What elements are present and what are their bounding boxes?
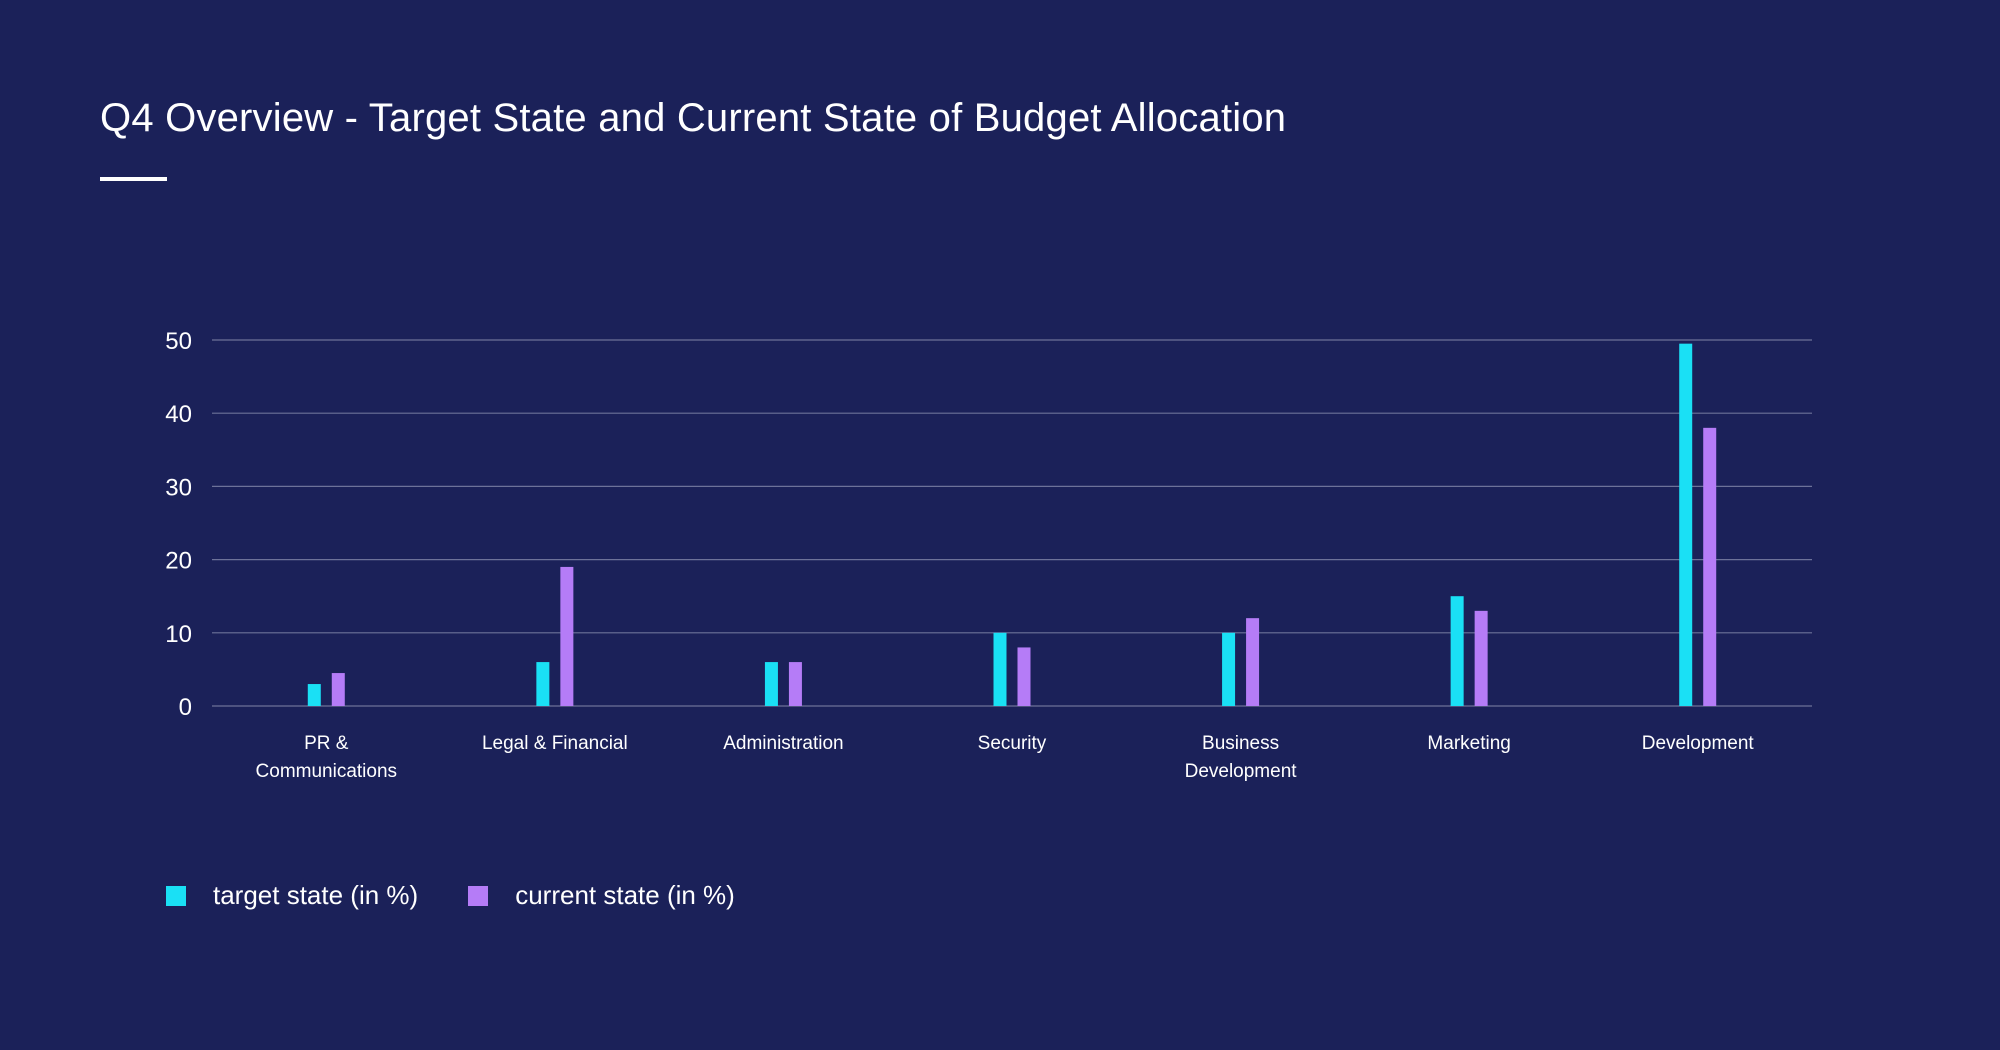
bar-target-5 — [1450, 596, 1464, 706]
y-tick-label-30: 30 — [165, 474, 192, 501]
bar-current-4 — [1246, 618, 1260, 706]
legend-swatch-current — [468, 885, 489, 906]
y-tick-label-20: 20 — [165, 548, 192, 575]
x-tick-label-3-0: Security — [978, 733, 1047, 754]
x-tick-label-5-0: Marketing — [1427, 733, 1510, 754]
title-underline — [100, 177, 167, 181]
legend: target state (in %) current state (in %) — [166, 880, 785, 911]
bar-current-2 — [788, 662, 802, 706]
bar-current-5 — [1474, 610, 1488, 706]
bar-target-3 — [993, 632, 1007, 706]
x-tick-label-0-0: PR & — [304, 733, 349, 754]
legend-label-target: target state (in %) — [213, 880, 419, 910]
y-tick-label-10: 10 — [165, 621, 192, 648]
bar-target-2 — [764, 662, 778, 706]
legend-swatch-target — [166, 885, 186, 906]
y-tick-label-40: 40 — [165, 401, 192, 428]
bar-current-1 — [560, 566, 574, 706]
y-tick-label-50: 50 — [165, 328, 192, 355]
bar-current-0 — [331, 673, 345, 706]
x-tick-label-2-0: Administration — [723, 733, 843, 754]
x-tick-label-1-0: Legal & Financial — [482, 733, 628, 754]
chart-title: Q4 Overview - Target State and Current S… — [100, 96, 1287, 140]
bar-target-1 — [536, 662, 550, 706]
legend-label-current: current state (in %) — [515, 880, 735, 910]
x-tick-label-0-1: Communications — [256, 761, 398, 782]
legend-item-target[interactable]: target state (in %) — [166, 880, 418, 911]
x-tick-label-4-0: Business — [1202, 733, 1279, 754]
bar-current-6 — [1703, 427, 1717, 706]
x-tick-label-4-1: Development — [1185, 761, 1298, 782]
bar-target-6 — [1679, 343, 1693, 706]
bar-current-3 — [1017, 647, 1031, 706]
bar-target-4 — [1222, 632, 1236, 706]
bar-target-0 — [307, 684, 321, 706]
x-tick-label-6-0: Development — [1642, 733, 1755, 754]
legend-item-current[interactable]: current state (in %) — [468, 880, 735, 911]
y-tick-label-0: 0 — [179, 694, 192, 721]
